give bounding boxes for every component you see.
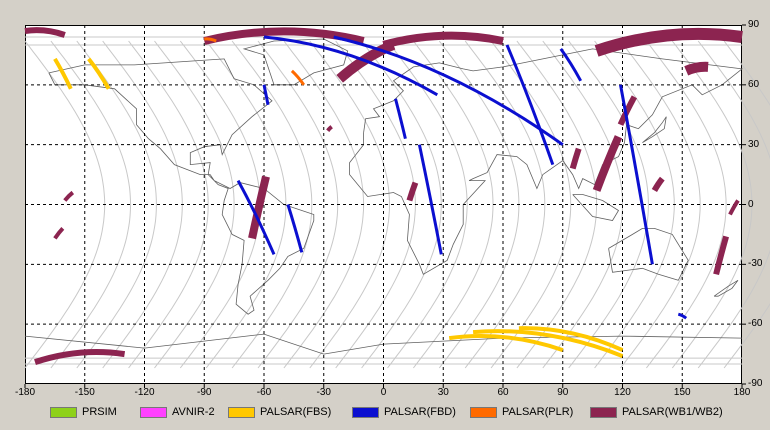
orbit-track [697, 40, 770, 369]
x-tick-label: -120 [134, 387, 155, 398]
x-tick-label: -180 [14, 387, 36, 398]
coverage-strip-palsar-fbs- [472, 329, 624, 358]
orbit-track [671, 40, 753, 369]
coastline [24, 333, 743, 355]
coverage-strip-palsar-fbd- [394, 98, 407, 140]
coverage-strip-palsar-wb1-wb2- [594, 27, 743, 57]
orbit-track [50, 40, 132, 369]
coastline [608, 228, 689, 281]
coverage-strip-palsar-wb1-wb2- [406, 181, 419, 202]
legend-swatch [228, 406, 255, 418]
coverage-strip-palsar-wb1-wb2- [326, 125, 333, 132]
coverage-strip-palsar-fbd- [559, 48, 583, 82]
coastline [713, 279, 739, 297]
coastline [572, 194, 620, 221]
coastline [349, 48, 743, 275]
legend-label: PALSAR(FBS) [260, 406, 332, 418]
coverage-strip-palsar-wb1-wb2- [382, 31, 504, 49]
orbit-track [128, 40, 209, 369]
legend-item: PALSAR(FBS) [228, 405, 331, 419]
coverage-strip-palsar-wb1-wb2- [617, 95, 638, 126]
y-tick-label: -90 [748, 378, 763, 389]
y-tick-label: -60 [748, 318, 763, 330]
legend-label: PALSAR(PLR) [502, 406, 574, 418]
x-tick-label: 30 [437, 387, 449, 398]
legend-swatch [140, 406, 167, 418]
coverage-strip-palsar-fbs- [53, 57, 73, 90]
legend-label: PALSAR(WB1/WB2) [622, 406, 723, 418]
coastline [242, 38, 349, 86]
coverage-strip-palsar-fbd- [333, 35, 564, 146]
coverage-strip-palsar-fbs- [87, 57, 111, 90]
coverage-strip-palsar-fbd- [236, 179, 276, 256]
coverage-strip-palsar-wb1-wb2- [728, 199, 740, 216]
legend-label: PALSAR(FBD) [384, 406, 456, 418]
coverage-strip-palsar-fbd- [286, 204, 304, 253]
x-tick-label: -30 [316, 387, 331, 398]
x-tick-label: -150 [74, 387, 95, 398]
coverage-strip-palsar-fbd- [619, 84, 654, 265]
legend-swatch [470, 406, 497, 418]
x-tick-label: 180 [733, 387, 751, 398]
x-tick-label: 90 [557, 387, 569, 398]
y-tick-label: 30 [748, 138, 760, 150]
orbit-track [723, 40, 770, 369]
coverage-strip-palsar-fbd- [505, 44, 555, 166]
x-tick-label: 150 [673, 387, 691, 398]
coverage-strip-palsar-fbd- [677, 312, 688, 320]
coverage-strip-palsar-wb1-wb2- [592, 135, 623, 192]
coverage-strip-palsar-wb1-wb2- [248, 175, 270, 240]
y-tick-label: 0 [748, 198, 754, 210]
legend-item: AVNIR-2 [140, 405, 215, 419]
y-tick-label: -30 [748, 258, 763, 270]
coverage-strip-palsar-fbd- [262, 84, 270, 106]
coverage-strip-palsar-wb1-wb2- [53, 227, 65, 240]
coverage-strip-palsar-wb1-wb2- [713, 235, 729, 276]
coastline [48, 58, 315, 315]
coastline [642, 116, 667, 144]
coverage-strip-palsar-fbs- [448, 333, 564, 352]
x-tick-label: -60 [256, 387, 272, 398]
legend-item: PRSIM [50, 405, 117, 419]
legend-item: PALSAR(PLR) [470, 405, 573, 419]
orbit-track [154, 40, 235, 369]
orbit-track [542, 40, 624, 369]
coverage-strip-palsar-plr- [290, 69, 306, 86]
legend-label: AVNIR-2 [172, 406, 215, 418]
legend-swatch [590, 406, 617, 418]
x-tick-label: 60 [497, 387, 509, 398]
coverage-strip-palsar-wb1-wb2- [569, 147, 582, 170]
x-tick-label: -90 [197, 387, 212, 398]
coverage-strip-palsar-wb1-wb2- [24, 27, 66, 38]
coverage-strip-palsar-plr- [204, 37, 217, 43]
legend-item: PALSAR(WB1/WB2) [590, 405, 723, 419]
legend-label: PRSIM [82, 406, 117, 418]
coverage-strip-palsar-fbs- [518, 326, 624, 352]
coverage-strip-palsar-wb1-wb2- [63, 190, 75, 202]
x-tick-label: 0 [380, 387, 387, 398]
orbit-track [231, 40, 313, 369]
coverage-strip-palsar-fbd- [417, 144, 443, 255]
orbit-track [76, 40, 157, 369]
orbit-track [464, 40, 546, 369]
orbit-track [620, 40, 701, 369]
legend: PRSIM AVNIR-2 PALSAR(FBS) PALSAR(FBD) PALSAR… [0, 402, 770, 422]
orbit-track [490, 40, 572, 369]
coverage-strip-palsar-wb1-wb2- [651, 176, 665, 192]
orbit-track [309, 40, 391, 369]
coverage-strip-palsar-wb1-wb2- [34, 348, 126, 365]
y-tick-label: 60 [748, 78, 760, 90]
orbit-track [387, 40, 468, 369]
orbit-track [646, 40, 727, 369]
orbit-track [568, 40, 649, 369]
coverage-strip-palsar-fbd- [263, 35, 439, 97]
legend-swatch [50, 406, 77, 418]
coverage-strip-palsar-wb1-wb2- [684, 61, 709, 76]
legend-swatch [352, 406, 379, 418]
legend-item: PALSAR(FBD) [352, 405, 456, 419]
coverage-strip-palsar-wb1-wb2- [203, 27, 365, 45]
y-tick-label: 90 [748, 19, 760, 30]
x-tick-label: 120 [614, 387, 631, 398]
